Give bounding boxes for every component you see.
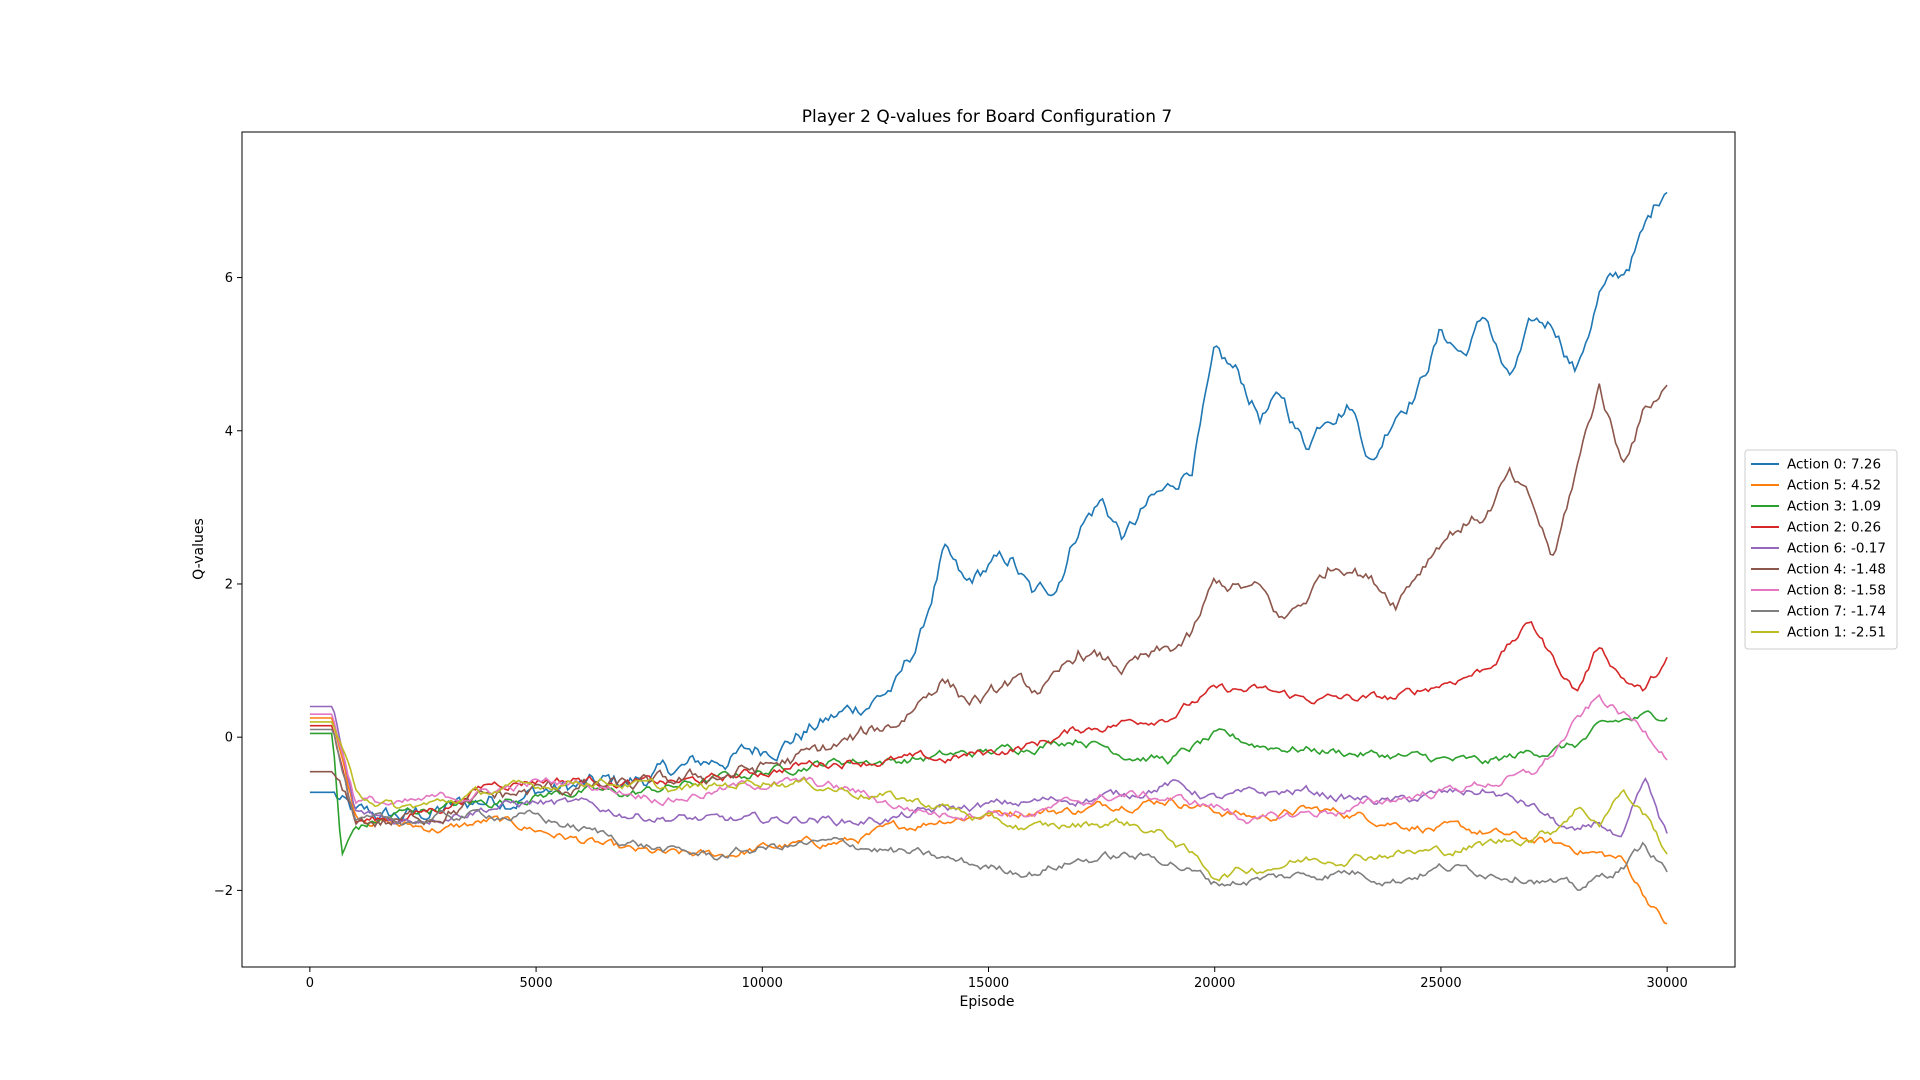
legend: Action 0: 7.26 Action 5: 4.52 Action 3: 1.… xyxy=(1744,449,1898,650)
series-line-7 xyxy=(309,693,1668,825)
series-line-3 xyxy=(309,710,1668,857)
legend-entry-label: Action 4: -1.48 xyxy=(1787,562,1886,578)
series-line-5 xyxy=(309,705,1668,838)
x-tick-label: 5000 xyxy=(520,976,553,991)
legend-entry-label: Action 7: -1.74 xyxy=(1787,604,1886,620)
series-line-8 xyxy=(309,728,1668,891)
y-tick-label: 2 xyxy=(225,577,233,592)
chart-title: Player 2 Q-values for Board Configuratio… xyxy=(802,107,1172,127)
legend-entry-label: Action 1: -2.51 xyxy=(1787,625,1886,641)
legend-entry-label: Action 5: 4.52 xyxy=(1787,478,1881,494)
y-tick-label: 4 xyxy=(225,424,233,439)
x-tick-label: 10000 xyxy=(742,976,783,991)
x-tick-label: 30000 xyxy=(1646,976,1687,991)
x-tick-label: 0 xyxy=(306,976,314,991)
y-tick-label: 0 xyxy=(225,731,233,746)
plot-layer xyxy=(309,191,1668,925)
axes-layer: 0 5000 10000 15000 20000 25000 30000 −2 0 2 4 6 xyxy=(214,131,1736,991)
x-axis-label: Episode xyxy=(960,994,1015,1010)
x-tick-label: 15000 xyxy=(968,976,1009,991)
legend-entry-label: Action 3: 1.09 xyxy=(1787,499,1881,515)
series-line-4 xyxy=(309,621,1668,825)
legend-entry-label: Action 2: 0.26 xyxy=(1787,520,1881,536)
x-tick-label: 20000 xyxy=(1194,976,1235,991)
legend-box xyxy=(1744,449,1898,650)
series-line-1 xyxy=(309,191,1668,823)
legend-entry-label: Action 6: -0.17 xyxy=(1787,541,1886,557)
series-line-9 xyxy=(309,721,1668,882)
series-line-2 xyxy=(309,717,1668,925)
y-tick-label: −2 xyxy=(214,884,233,899)
legend-entry-label: Action 0: 7.26 xyxy=(1787,457,1881,473)
x-tick-label: 25000 xyxy=(1420,976,1461,991)
y-tick-label: 6 xyxy=(225,271,233,286)
y-axis-label: Q-values xyxy=(191,518,207,580)
series-line-6 xyxy=(309,383,1668,828)
legend-entry-label: Action 8: -1.58 xyxy=(1787,583,1886,599)
